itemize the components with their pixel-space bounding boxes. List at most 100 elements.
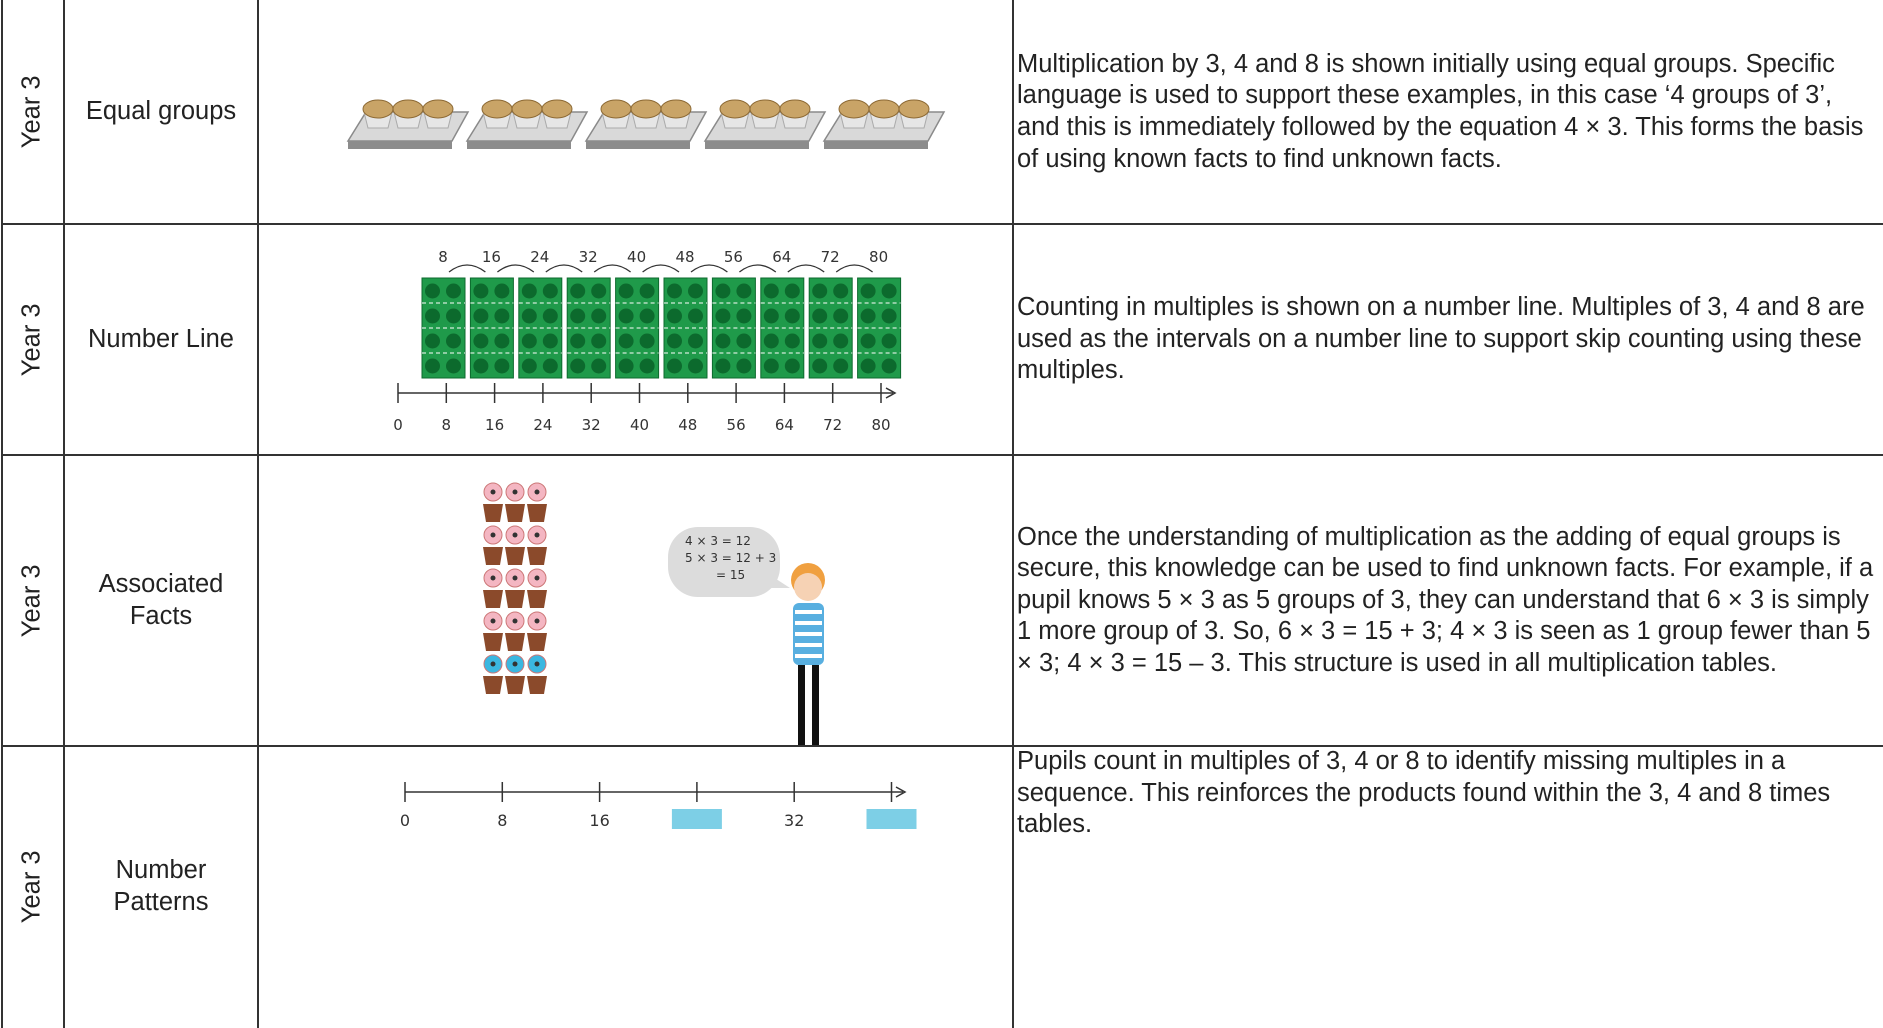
jump-label: 16 [482,248,501,266]
cube-dot [425,308,440,324]
cube-dot [542,308,558,324]
speech-tail [765,575,790,588]
boy-stripe [795,610,822,614]
year-cell: Year 3 [0,455,64,746]
description: Multiplication by 3, 4 and 8 is shown in… [1017,49,1864,173]
cube-dot [667,308,682,324]
muffin-top [362,99,394,119]
axis-label: 8 [442,416,452,434]
cube-dot [881,308,897,324]
axis-label: 80 [871,416,890,434]
speech-bubble [668,527,780,597]
muffin-top [838,99,870,119]
jump-arc [448,264,486,273]
axis-label: 32 [784,811,804,830]
cube-dot [833,358,849,374]
flower-centre [534,575,540,581]
jump-label: 72 [821,248,840,266]
cube-dot [667,333,682,349]
cube-dot [591,333,607,349]
cube-dot [494,308,510,324]
cube-dot [833,283,849,299]
axis-label: 64 [775,416,794,434]
cube-dot [860,308,876,324]
cube-dot [446,308,461,324]
cube-dot [542,283,558,299]
cube-dot [494,358,510,374]
cube-dot [833,333,849,349]
flower-centre [490,489,496,495]
speech-line: = 15 [716,568,745,582]
jump-arc [497,264,535,273]
cube-dot [473,333,489,349]
muffin-top [719,99,751,119]
tray-edge [586,141,690,149]
pot [505,547,525,565]
cube-dot [473,308,489,324]
topic: Associated Facts [98,569,224,630]
cube-dot [639,333,655,349]
cube-dot [494,333,510,349]
pot [527,676,547,694]
cube-dot [812,358,828,374]
axis-label: 24 [533,416,552,434]
axis-label: 40 [630,416,649,434]
tray-edge [705,141,809,149]
muffin-top [868,99,900,119]
cube-dot [618,308,634,324]
cube-dot [618,358,634,374]
jump-arc [835,264,873,273]
cube-dot [763,333,779,349]
jump-label: 48 [675,248,694,266]
cube-dot [715,358,731,374]
cube-dot [812,308,828,324]
axis-label: 56 [727,416,746,434]
axis-label: 32 [582,416,601,434]
cube-dot [446,283,461,299]
cube-dot [736,358,752,374]
cube-dot [667,283,682,299]
cube-dot [639,308,655,324]
tray-edge [467,141,571,149]
axis-arrow [895,786,907,798]
cube-dot [860,283,876,299]
year: Year 3 [17,75,46,149]
cube-dot [639,358,655,374]
axis-label: 16 [589,811,609,830]
cube-dot [763,308,779,324]
jump-label: 64 [772,248,791,266]
jump-arc [593,264,631,273]
flower-centre [534,661,540,667]
axis-label: 0 [400,811,410,830]
flower-centre [534,489,540,495]
cube-dot [542,358,558,374]
axis-label: 48 [678,416,697,434]
pot [483,676,503,694]
missing-box [671,809,722,829]
cube-dot [715,333,731,349]
cube-dot [521,358,537,374]
topic: Number Line [88,324,234,353]
description: Once the understanding of multiplication… [1017,522,1874,677]
flower-centre [512,532,518,538]
pot [505,633,525,651]
cube-dot [860,358,876,374]
cube-dot [473,283,489,299]
description: Pupils count in multiples of 3, 4 or 8 t… [1017,747,1831,839]
cube-dot [446,358,461,374]
pot [483,633,503,651]
cube-dot [570,333,586,349]
cube-dot [425,358,440,374]
year-cell: Year 3 [0,746,64,1028]
muffin-top [511,99,543,119]
muffin-top [392,99,424,119]
cube-dot [812,333,828,349]
cube-dot [618,283,634,299]
jump-arc [690,264,728,273]
cube-dot [715,308,731,324]
cube-dot [736,333,752,349]
axis-label: 16 [485,416,504,434]
cube-dot [639,283,655,299]
